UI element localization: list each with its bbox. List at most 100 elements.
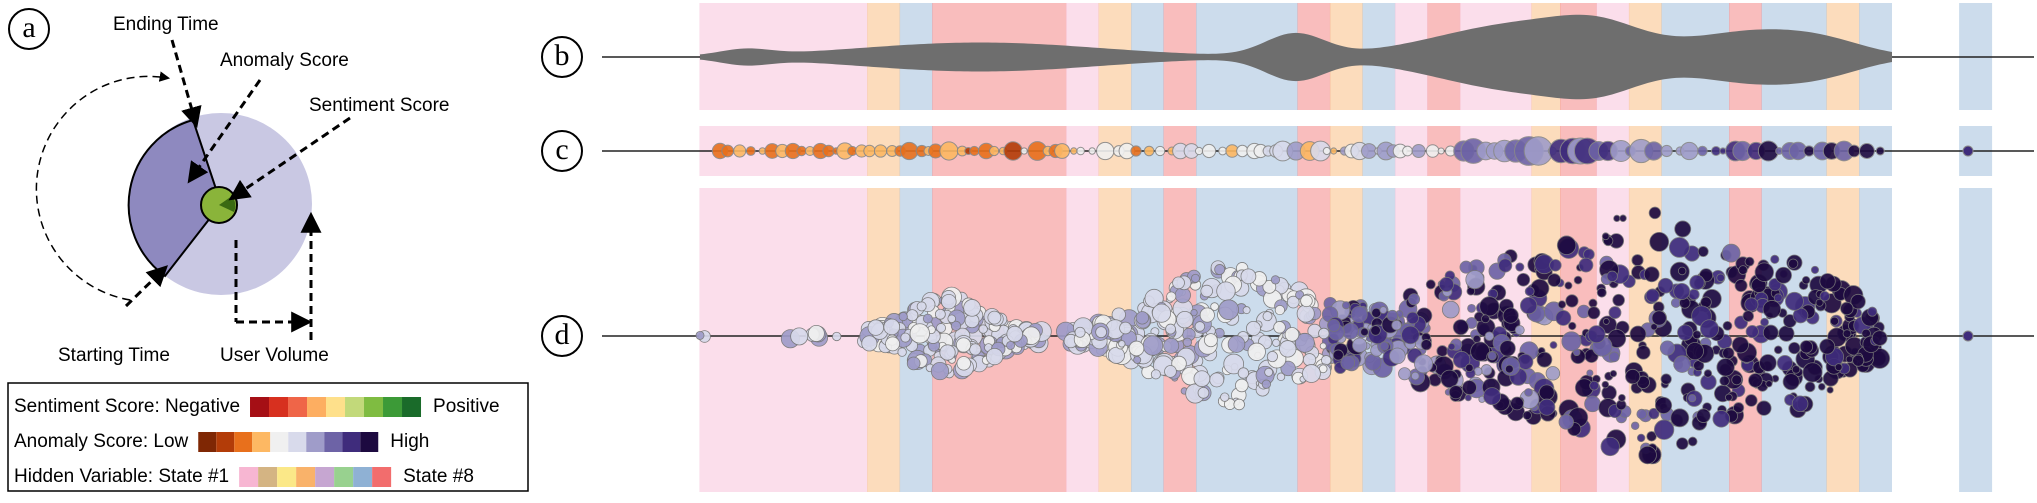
tweet-glyph (1962, 330, 1974, 342)
tweet-glyph (1193, 370, 1211, 388)
tweet-glyph (1586, 369, 1594, 377)
panel-marker (541, 36, 583, 78)
tweet-glyph (807, 324, 825, 342)
tweet-glyph (1601, 380, 1610, 389)
tweet-glyph (934, 308, 946, 320)
tweet-glyph (1673, 282, 1691, 300)
legend-swatch (360, 432, 379, 452)
tweet-glyph (1166, 291, 1177, 302)
tweet-glyph (1724, 393, 1733, 402)
tweet-glyph (1654, 396, 1673, 414)
tweet-glyph (1410, 371, 1420, 381)
tweet-glyph (1266, 351, 1278, 363)
tweet-glyph (1608, 306, 1622, 319)
tweet-glyph (1819, 290, 1830, 302)
tweet-glyph (1274, 304, 1285, 316)
tweet-glyph (1536, 351, 1553, 368)
tweet-glyph (1631, 254, 1644, 267)
tweet-glyph (1130, 145, 1142, 157)
tweet-glyph (1200, 284, 1213, 298)
legend-swatch (383, 397, 403, 417)
tweet-glyph (1674, 220, 1692, 238)
tweet-glyph (1677, 266, 1687, 276)
tweet-glyph (1558, 414, 1574, 430)
tweet-glyph (1522, 410, 1532, 420)
tweet-glyph (1487, 351, 1497, 361)
tweet-glyph (1596, 287, 1607, 298)
panel-marker (8, 8, 50, 50)
legend-label: Sentiment Score: Negative (14, 396, 240, 417)
tweet-glyph (1744, 256, 1755, 267)
tweet-glyph (1601, 232, 1610, 241)
tweet-glyph (1680, 141, 1699, 161)
tweet-glyph (1810, 265, 1820, 275)
annotation: Starting Time (58, 345, 170, 366)
visualizations (602, 14, 2034, 465)
tweet-glyph (1461, 380, 1477, 395)
tweet-glyph (1190, 273, 1200, 283)
tweet-glyph (1731, 374, 1743, 386)
tweet-glyph (1223, 353, 1245, 375)
tweet-glyph (1194, 321, 1206, 332)
tweet-glyph (1630, 421, 1640, 431)
tweet-glyph (1721, 243, 1741, 263)
tweet-glyph (1165, 323, 1176, 335)
tweet-glyph (1817, 382, 1826, 391)
tweet-glyph (987, 310, 1002, 325)
tweet-glyph (930, 361, 950, 381)
tweet-glyph (1190, 308, 1198, 317)
tweet-glyph (1280, 360, 1296, 377)
tweet-glyph (1606, 270, 1618, 282)
tweet-glyph (1819, 338, 1836, 355)
tweet-glyph (1210, 302, 1219, 311)
tweet-glyph (1176, 311, 1194, 329)
tweet-glyph (1448, 385, 1463, 400)
tweet-glyph (1638, 445, 1657, 465)
tweet-glyph (721, 144, 735, 158)
tweet-glyph (1738, 265, 1748, 275)
tweet-glyph (1785, 291, 1804, 311)
tweet-glyph (1660, 144, 1673, 158)
tweet-glyph (1402, 145, 1413, 157)
legend-swatch (234, 432, 253, 452)
tweet-glyph (1262, 311, 1273, 322)
tweet-glyph (1411, 144, 1426, 158)
tweet-glyph (1722, 320, 1733, 331)
tweet-glyph (1389, 347, 1406, 365)
tweet-glyph (1425, 144, 1440, 158)
tweet-glyph (1788, 341, 1801, 355)
tweet-glyph (1284, 327, 1300, 342)
tweet-glyph (1659, 340, 1676, 356)
tweet-glyph (1006, 325, 1023, 343)
legend-swatch (353, 467, 373, 487)
tweet-glyph (897, 347, 907, 357)
tweet-glyph (922, 313, 933, 324)
tweet-glyph (1502, 307, 1519, 324)
tweet-glyph (1302, 364, 1321, 383)
tweet-glyph (985, 347, 1004, 366)
tweet-glyph (1201, 143, 1217, 159)
tweet-glyph (1584, 395, 1601, 413)
tweet-glyph (1692, 330, 1702, 340)
legend-label: Hidden Variable: State #1 (14, 466, 229, 487)
tweet-glyph (939, 141, 959, 161)
tweet-glyph (1237, 367, 1250, 379)
tweet-glyph (1498, 258, 1513, 273)
legend-box (7, 382, 529, 492)
tweet-glyph (1209, 372, 1225, 388)
tweet-glyph (1636, 345, 1651, 360)
tweet-glyph (1629, 325, 1647, 343)
tweet-glyph (1657, 277, 1674, 294)
tweet-glyph (1802, 362, 1823, 383)
tweet-glyph (1135, 311, 1150, 325)
tweet-glyph (1481, 314, 1490, 324)
legend-swatch (270, 432, 289, 452)
tweet-glyph (1407, 293, 1421, 306)
tweet-glyph (1142, 335, 1164, 356)
tweet-glyph (1688, 288, 1700, 301)
legend-swatch (269, 397, 289, 417)
tweet-glyph (1600, 436, 1620, 457)
tweet-glyph (1555, 310, 1572, 326)
tweet-glyph (906, 356, 921, 371)
tweet-glyph (1233, 398, 1245, 411)
